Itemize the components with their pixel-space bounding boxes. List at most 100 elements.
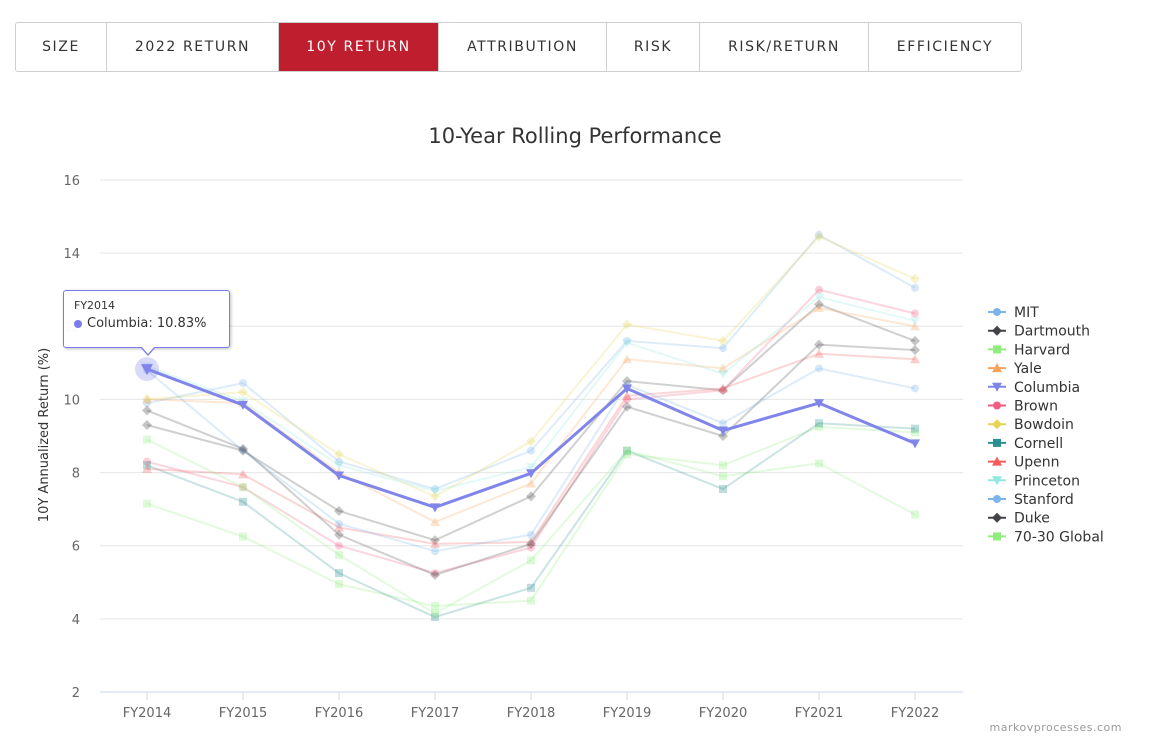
- data-point[interactable]: [814, 339, 824, 350]
- data-point[interactable]: [431, 602, 439, 611]
- series-line[interactable]: [146, 303, 916, 542]
- series-line[interactable]: [146, 307, 916, 523]
- data-point[interactable]: [911, 424, 919, 433]
- legend-item-bowdoin[interactable]: Bowdoin: [988, 417, 1074, 433]
- data-point[interactable]: [142, 405, 152, 416]
- data-point[interactable]: [431, 569, 439, 578]
- data-point[interactable]: [335, 541, 343, 550]
- data-point[interactable]: [718, 385, 728, 396]
- data-point[interactable]: [814, 299, 824, 310]
- credit-link[interactable]: markovprocesses.com: [989, 721, 1122, 734]
- data-point[interactable]: [142, 420, 152, 431]
- data-point[interactable]: [719, 461, 727, 470]
- data-point[interactable]: [526, 478, 536, 488]
- data-point[interactable]: [431, 609, 439, 618]
- series-line[interactable]: [146, 352, 916, 545]
- data-point[interactable]: [911, 309, 919, 318]
- data-point[interactable]: [334, 522, 344, 532]
- data-point[interactable]: [527, 596, 535, 605]
- legend-symbol-icon[interactable]: [992, 325, 1002, 336]
- data-point[interactable]: [335, 457, 343, 466]
- data-point[interactable]: [910, 354, 920, 364]
- data-point[interactable]: [142, 394, 152, 404]
- data-point[interactable]: [527, 530, 535, 539]
- series-line[interactable]: [146, 233, 916, 491]
- data-point[interactable]: [334, 471, 344, 481]
- data-point[interactable]: [431, 613, 439, 622]
- tab-attribution[interactable]: ATTRIBUTION: [439, 23, 607, 71]
- data-point[interactable]: [239, 497, 247, 506]
- data-point[interactable]: [623, 450, 631, 459]
- data-point[interactable]: [238, 445, 248, 456]
- legend-symbol-icon[interactable]: [992, 476, 1002, 486]
- legend-item-dartmouth[interactable]: Dartmouth: [988, 324, 1090, 340]
- legend-item-yale[interactable]: Yale: [988, 361, 1042, 377]
- legend-item-columbia[interactable]: Columbia: [988, 380, 1080, 396]
- data-point[interactable]: [527, 446, 535, 455]
- series-line[interactable]: [146, 422, 916, 619]
- data-point[interactable]: [335, 519, 343, 528]
- legend-symbol-icon[interactable]: [992, 363, 1002, 373]
- series-line[interactable]: [146, 235, 916, 498]
- data-point[interactable]: [526, 436, 536, 447]
- data-point[interactable]: [335, 569, 343, 578]
- data-point[interactable]: [815, 230, 823, 239]
- data-point[interactable]: [718, 383, 728, 393]
- legend-item-mit[interactable]: MIT: [988, 305, 1039, 321]
- data-point[interactable]: [814, 231, 824, 242]
- legend-symbol-icon[interactable]: [993, 495, 1001, 503]
- data-point[interactable]: [910, 439, 920, 449]
- data-point[interactable]: [719, 386, 727, 395]
- data-point[interactable]: [911, 283, 919, 292]
- data-point[interactable]: [430, 486, 440, 496]
- data-point[interactable]: [238, 400, 248, 410]
- series-line[interactable]: [146, 343, 916, 576]
- tab-size[interactable]: SIZE: [16, 23, 107, 71]
- tab-2022-return[interactable]: 2022 RETURN: [107, 23, 279, 71]
- data-point[interactable]: [143, 461, 151, 470]
- data-point[interactable]: [143, 399, 151, 408]
- data-point[interactable]: [430, 569, 440, 580]
- legend-item-princeton[interactable]: Princeton: [988, 473, 1080, 489]
- data-point[interactable]: [718, 369, 728, 379]
- data-point[interactable]: [815, 364, 823, 373]
- data-point[interactable]: [622, 354, 632, 364]
- data-point[interactable]: [526, 469, 536, 479]
- data-point[interactable]: [719, 419, 727, 428]
- data-point[interactable]: [239, 532, 247, 541]
- legend-symbol-icon[interactable]: [993, 532, 1001, 541]
- tab-risk-return[interactable]: RISK/RETURN: [700, 23, 869, 71]
- data-point[interactable]: [719, 344, 727, 353]
- data-point[interactable]: [718, 363, 728, 373]
- data-point[interactable]: [815, 285, 823, 294]
- data-point[interactable]: [527, 583, 535, 592]
- legend-item-harvard[interactable]: Harvard: [988, 342, 1070, 358]
- series-line[interactable]: [146, 296, 916, 492]
- legend-item-brown[interactable]: Brown: [988, 399, 1058, 415]
- data-point[interactable]: [239, 483, 247, 492]
- data-point[interactable]: [527, 556, 535, 565]
- legend-symbol-icon[interactable]: [993, 401, 1001, 410]
- data-point[interactable]: [334, 529, 344, 540]
- data-point[interactable]: [335, 580, 343, 589]
- legend-symbol-icon[interactable]: [993, 345, 1001, 354]
- series-line[interactable]: [146, 438, 916, 615]
- data-point[interactable]: [814, 348, 824, 358]
- tab-10y-return[interactable]: 10Y RETURN: [279, 23, 439, 71]
- legend-item-upenn[interactable]: Upenn: [988, 455, 1060, 471]
- data-point[interactable]: [718, 335, 728, 346]
- data-point[interactable]: [623, 336, 631, 345]
- data-point[interactable]: [910, 345, 920, 356]
- tab-efficiency[interactable]: EFFICIENCY: [896, 39, 994, 55]
- data-point[interactable]: [334, 449, 344, 460]
- data-point[interactable]: [239, 378, 247, 387]
- tab-risk[interactable]: RISK: [607, 23, 700, 71]
- legend-item-duke[interactable]: Duke: [988, 511, 1050, 527]
- data-point[interactable]: [911, 428, 919, 437]
- data-point[interactable]: [430, 538, 440, 548]
- data-point[interactable]: [143, 499, 151, 508]
- data-point[interactable]: [238, 469, 248, 479]
- data-point[interactable]: [910, 321, 920, 331]
- data-point[interactable]: [622, 384, 632, 394]
- data-point[interactable]: [142, 394, 152, 405]
